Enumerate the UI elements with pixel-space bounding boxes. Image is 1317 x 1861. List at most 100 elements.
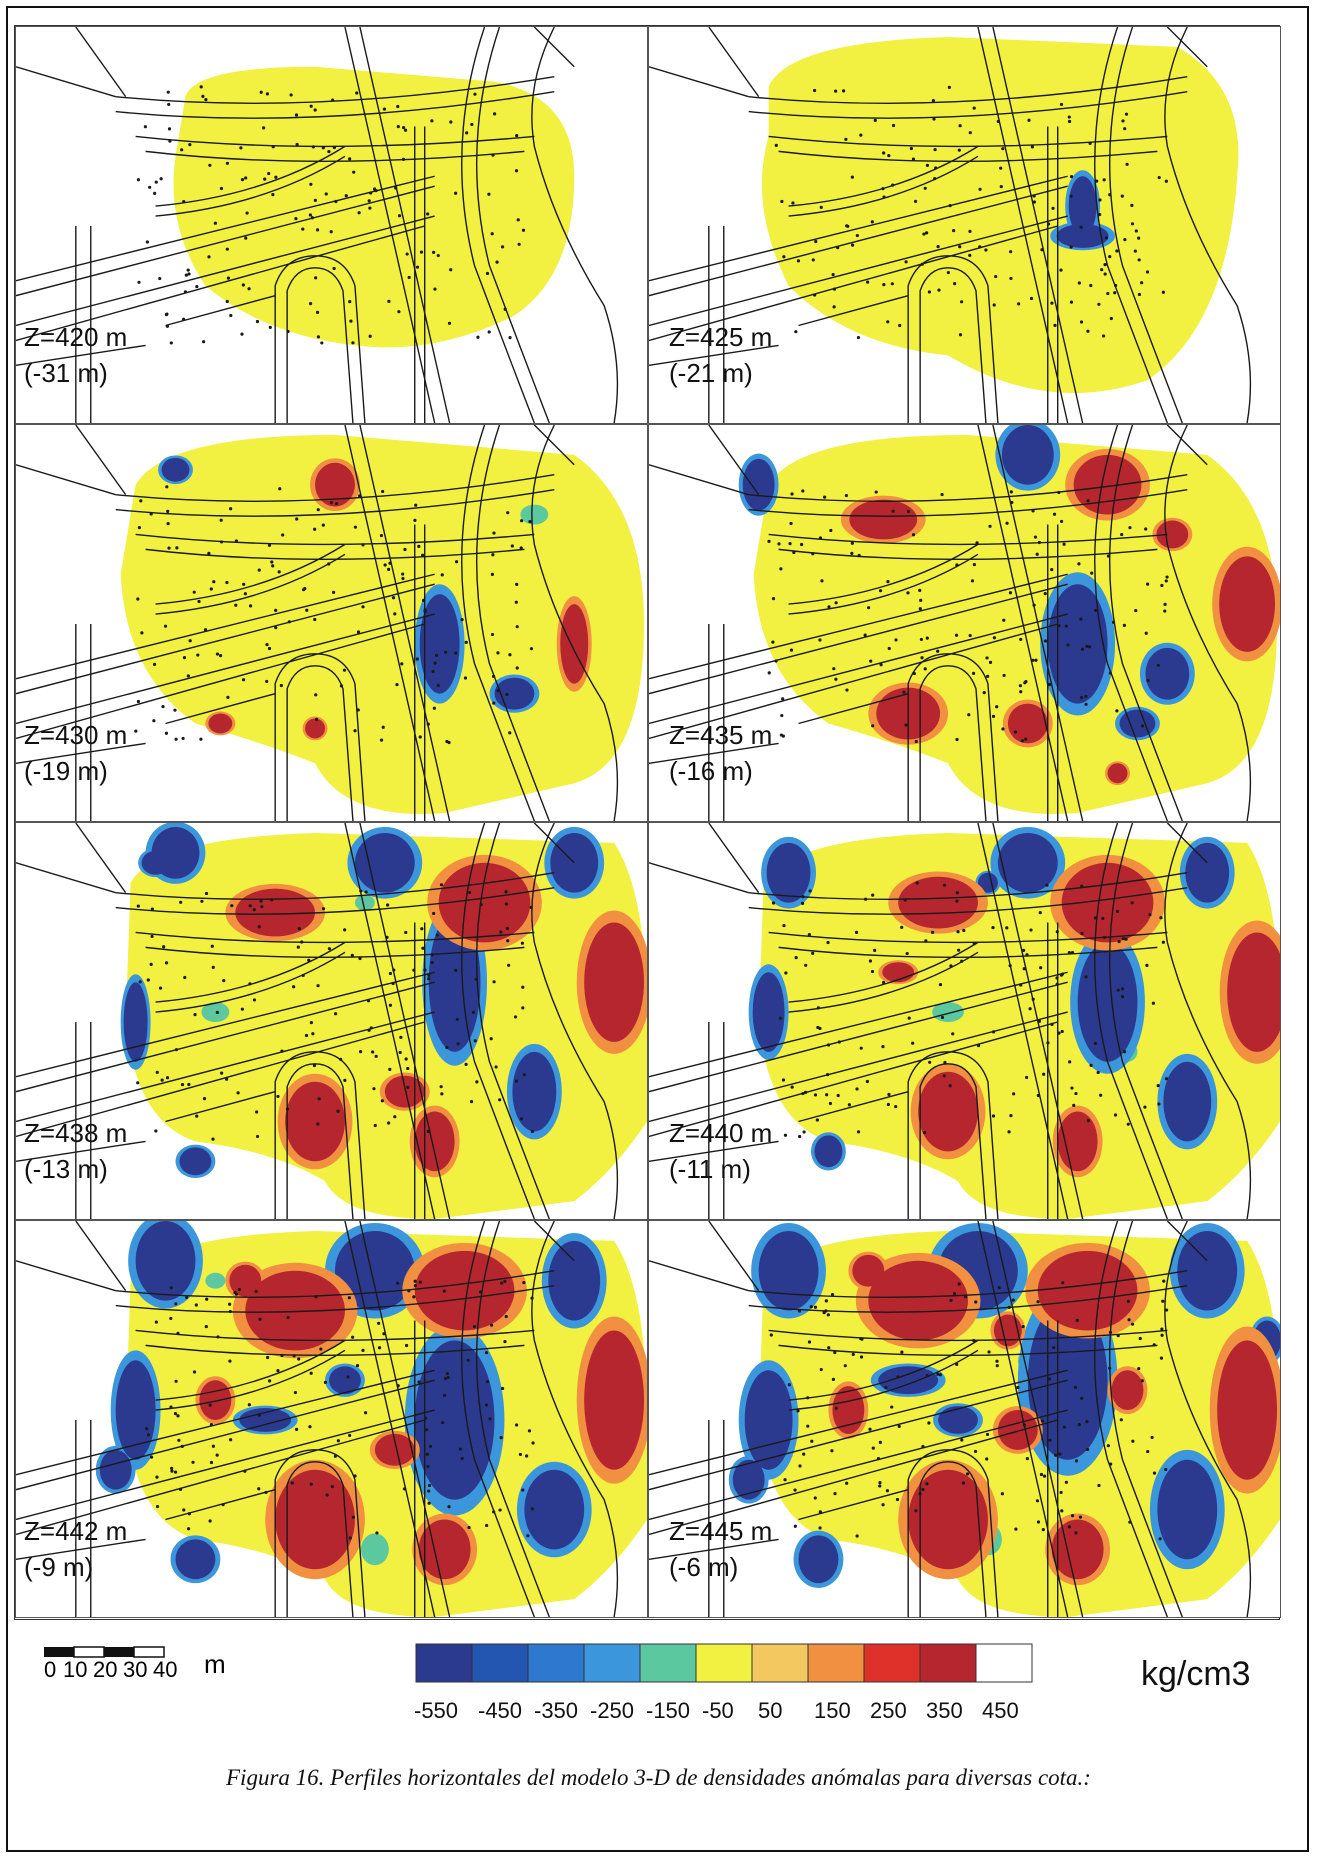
- site-dot: [521, 1488, 525, 1492]
- site-dot: [498, 1098, 502, 1102]
- site-dot: [361, 543, 365, 547]
- site-dot: [956, 930, 960, 934]
- site-dot: [1069, 175, 1074, 179]
- site-dot: [417, 544, 421, 548]
- site-line: [992, 1221, 1084, 1617]
- site-dot: [441, 1421, 445, 1425]
- site-line: [649, 464, 749, 496]
- site-dot: [426, 1464, 430, 1469]
- site-dot: [900, 925, 904, 929]
- site-dot: [801, 901, 805, 905]
- site-dot: [811, 258, 815, 262]
- site-dot: [890, 1405, 894, 1409]
- site-plan-lines: [16, 27, 619, 423]
- site-line: [778, 1344, 1158, 1357]
- site-dot: [865, 1079, 870, 1084]
- site-dot: [1010, 500, 1014, 505]
- site-dot: [919, 637, 924, 642]
- site-dot: [181, 736, 185, 741]
- panel-label: Z=425 m (-21 m): [669, 319, 772, 391]
- site-dot: [137, 280, 141, 284]
- site-dot: [836, 1093, 840, 1098]
- site-dot: [424, 1416, 428, 1420]
- site-dot: [255, 1110, 259, 1114]
- site-dot: [247, 1403, 251, 1407]
- site-dot: [313, 198, 317, 202]
- site-line: [461, 823, 536, 1219]
- site-dot: [207, 255, 211, 259]
- site-dot: [208, 163, 212, 167]
- site-dots: [136, 85, 526, 345]
- site-line: [1094, 425, 1169, 821]
- anomaly-blob: [997, 832, 1058, 893]
- site-dot: [898, 323, 902, 328]
- site-dot: [164, 731, 169, 735]
- site-dot: [887, 154, 891, 158]
- site-dot: [333, 1454, 337, 1458]
- site-dot: [519, 546, 523, 550]
- site-dot: [427, 977, 431, 981]
- site-dot: [810, 1439, 814, 1443]
- site-dot: [211, 965, 215, 969]
- site-dot: [1050, 567, 1054, 572]
- site-dot: [837, 1040, 841, 1044]
- scale-unit: m: [204, 1649, 226, 1679]
- site-dot: [801, 1091, 805, 1096]
- site-dot: [774, 143, 778, 147]
- site-dot: [1042, 1474, 1047, 1478]
- site-line: [145, 150, 525, 163]
- site-dot: [856, 1130, 861, 1134]
- site-line: [748, 474, 1188, 502]
- site-dot: [1108, 193, 1112, 197]
- site-line: [788, 1339, 979, 1401]
- site-dot: [228, 1359, 232, 1363]
- site-line: [788, 1349, 979, 1411]
- anomaly-blob: [878, 1366, 939, 1395]
- site-dot: [1156, 663, 1160, 667]
- site-dot: [225, 161, 230, 165]
- site-line: [798, 1090, 909, 1123]
- site-dot: [311, 1032, 315, 1036]
- anomaly-blob: [329, 1366, 361, 1395]
- site-dot: [344, 194, 348, 198]
- site-dot: [188, 143, 192, 147]
- site-dot: [387, 567, 391, 571]
- site-dot: [404, 930, 408, 935]
- site-dot: [1097, 1483, 1101, 1488]
- site-dot: [247, 287, 251, 291]
- site-dot: [490, 232, 494, 236]
- site-dot: [393, 612, 397, 616]
- site-dot: [388, 1067, 392, 1071]
- site-dot: [951, 1032, 955, 1036]
- site-dot: [920, 656, 924, 660]
- site-dot: [165, 324, 170, 328]
- site-dot: [874, 490, 878, 494]
- site-dot: [1095, 179, 1099, 183]
- site-line: [649, 862, 749, 894]
- site-dot: [806, 1424, 810, 1428]
- site-dot: [202, 340, 206, 344]
- site-line: [155, 553, 346, 615]
- site-line: [778, 150, 1158, 163]
- site-dot: [784, 971, 788, 975]
- site-line: [907, 1449, 999, 1617]
- site-dot: [148, 185, 152, 189]
- site-dot: [1047, 682, 1052, 687]
- site-dot: [1007, 1130, 1011, 1134]
- site-dot: [368, 206, 372, 210]
- site-dot: [1148, 913, 1152, 917]
- site-dot: [243, 1469, 247, 1473]
- depth-label: (-19 m): [24, 756, 108, 786]
- site-dot: [1075, 1318, 1079, 1322]
- site-dot: [211, 1444, 215, 1448]
- site-dot: [1057, 624, 1061, 628]
- site-dot: [412, 1295, 416, 1299]
- site-line: [16, 583, 435, 695]
- figure-caption: Figura 16. Perfiles horizontales del mod…: [226, 1765, 1091, 1790]
- site-dot: [202, 1097, 207, 1101]
- site-dot: [405, 252, 409, 256]
- site-line: [907, 1051, 999, 1219]
- site-dot: [1059, 519, 1064, 524]
- site-dot: [308, 213, 312, 217]
- site-dot: [274, 608, 278, 612]
